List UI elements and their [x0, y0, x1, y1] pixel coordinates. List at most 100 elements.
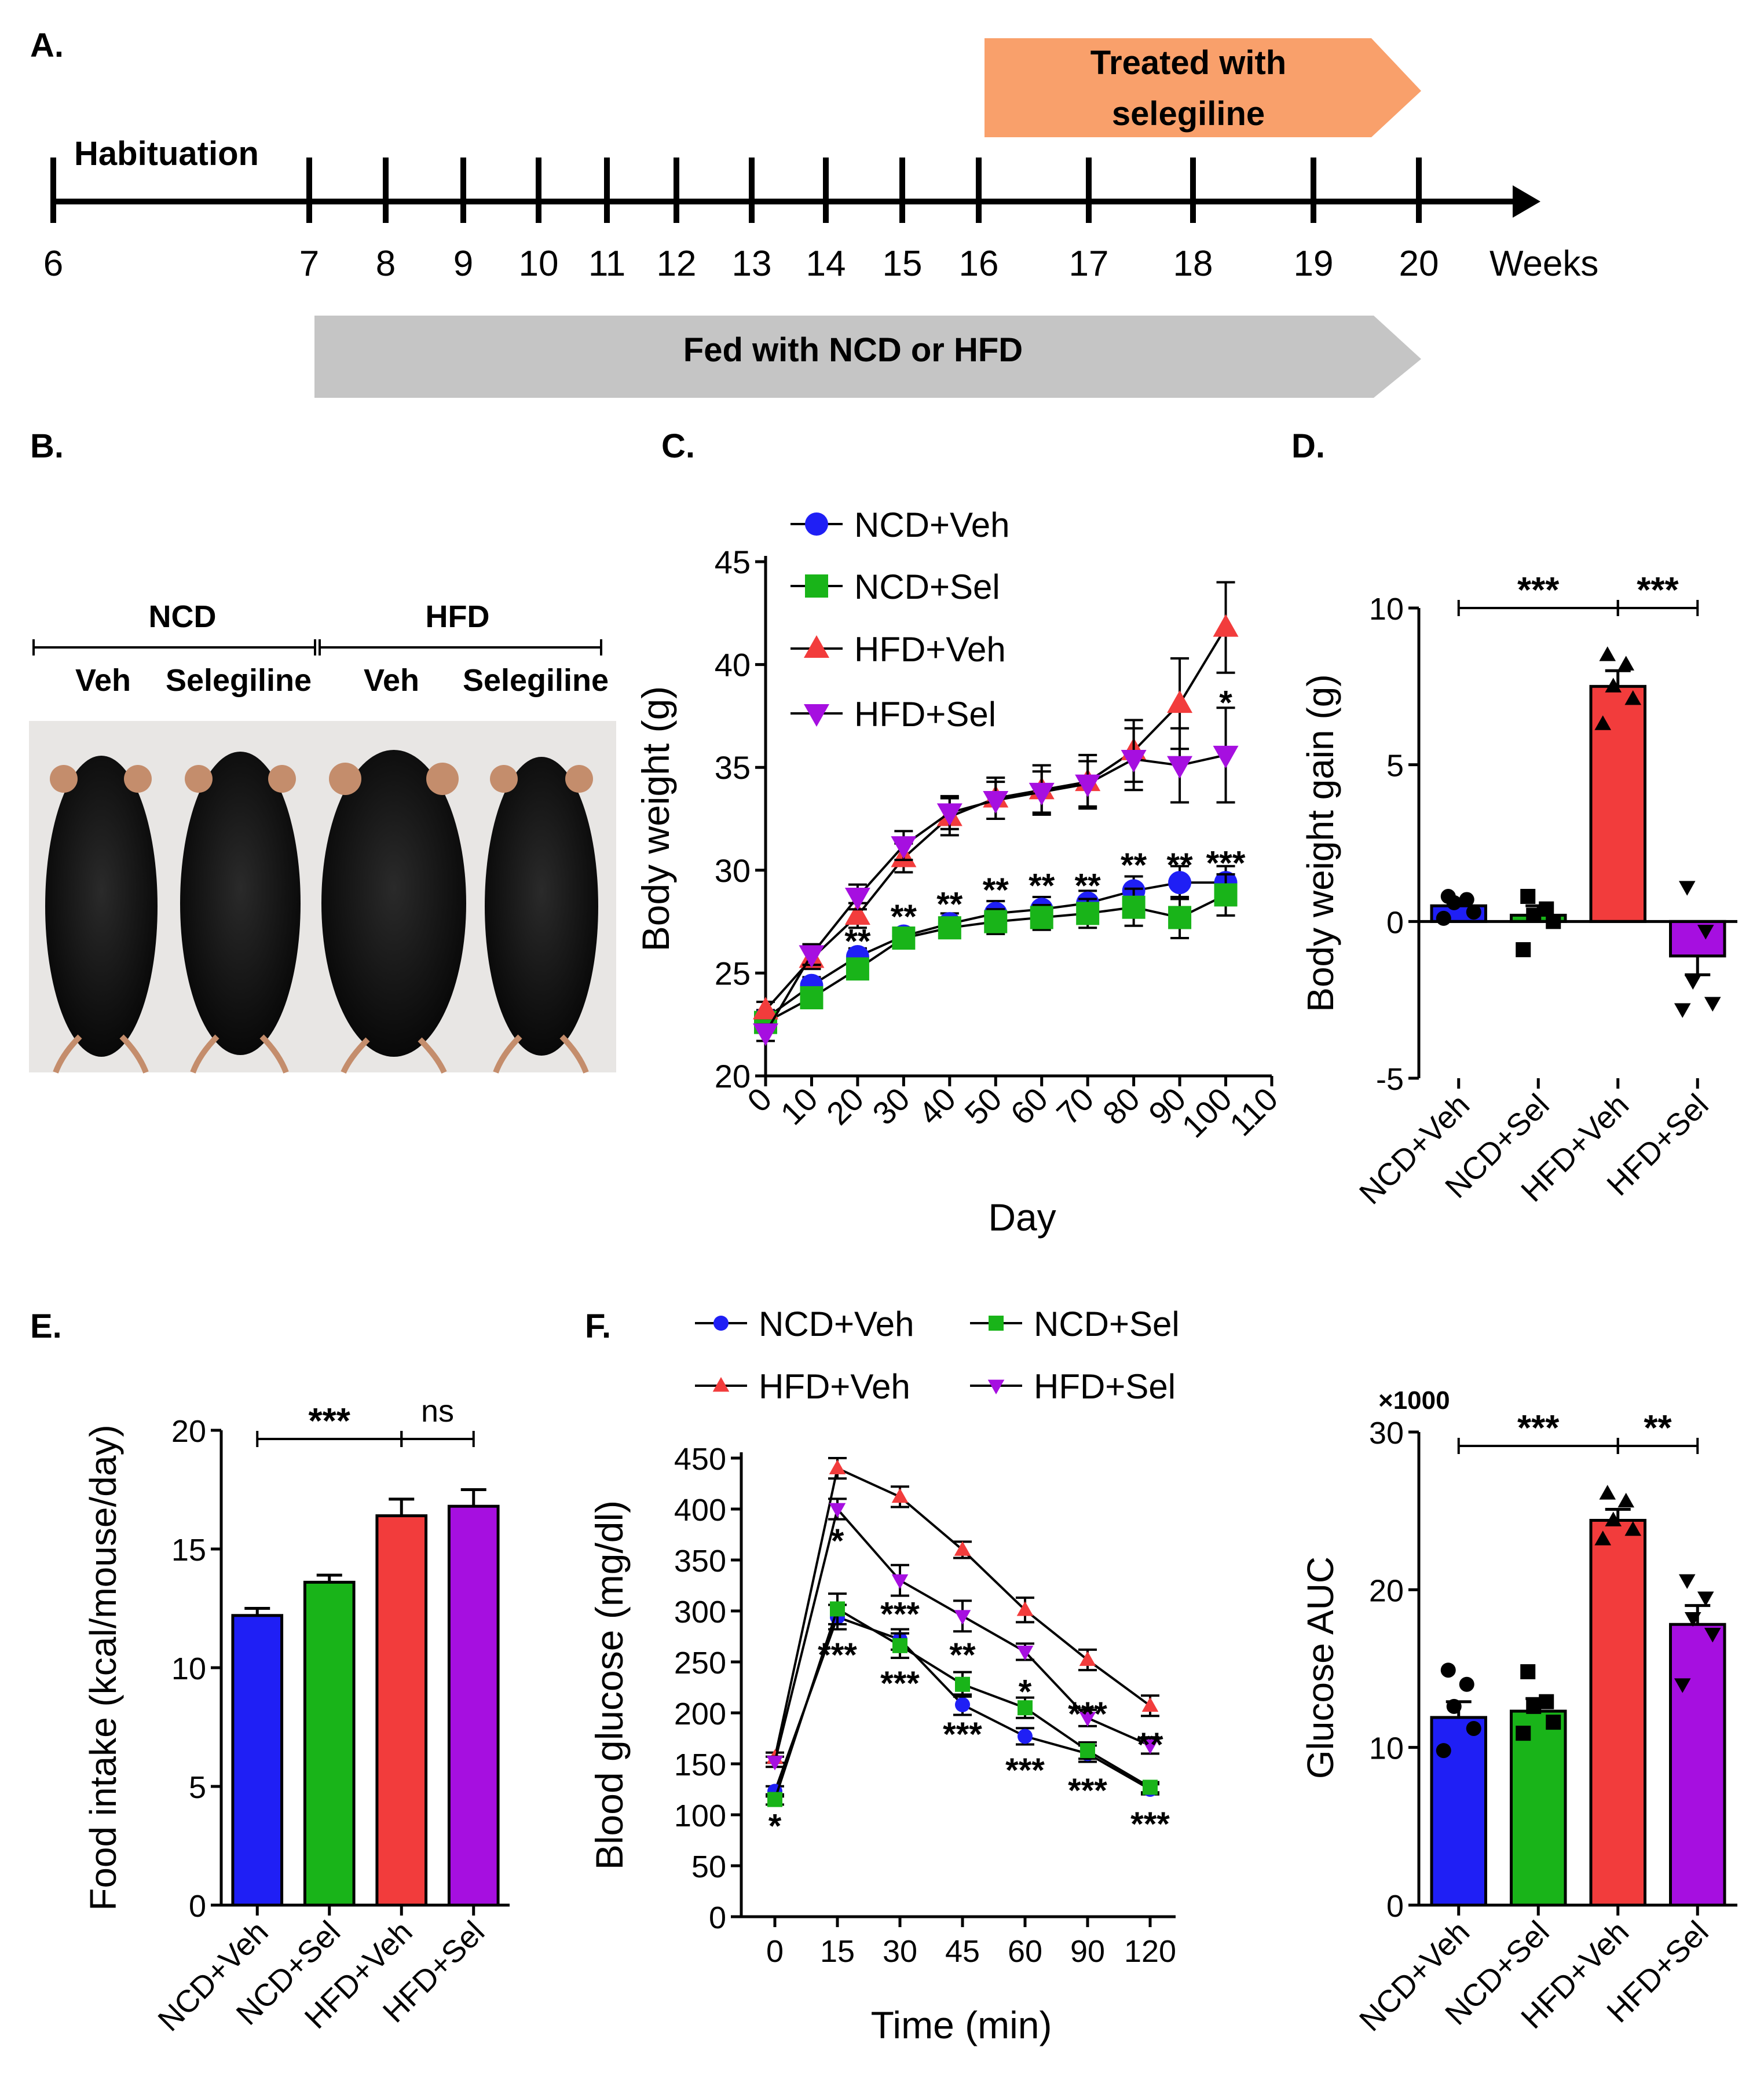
- data-point: [844, 902, 870, 925]
- bar-hfd-veh: [375, 1514, 428, 1907]
- legend-label: HFD+Veh: [854, 630, 1006, 669]
- individual-point: [1678, 881, 1696, 896]
- legend-marker: [805, 574, 828, 598]
- panel-label-e: E.: [30, 1308, 62, 1345]
- significance-marker: *: [768, 1808, 782, 1845]
- x-axis-title: Time (min): [871, 2004, 1052, 2046]
- timeline-tick-label: 15: [883, 244, 923, 284]
- y-tick-label: 45: [715, 544, 751, 580]
- significance-marker: ***: [1068, 1696, 1107, 1733]
- significance-marker: ***: [1068, 1772, 1107, 1810]
- individual-point: [1599, 646, 1616, 661]
- significance-marker: ***: [1130, 1806, 1170, 1843]
- data-point: [892, 1638, 907, 1653]
- individual-point: [1459, 892, 1474, 907]
- data-point: [766, 1756, 784, 1771]
- significance-marker: **: [844, 923, 871, 961]
- data-point: [1075, 774, 1101, 797]
- significance-marker: **: [1121, 847, 1147, 884]
- y-tick-label: 5: [189, 1770, 206, 1805]
- series-ncd-sel: [766, 1592, 1159, 1807]
- data-point: [830, 1601, 845, 1617]
- legend-marker: [804, 635, 829, 658]
- individual-point: [1459, 1676, 1474, 1692]
- significance-label: ***: [309, 1401, 351, 1441]
- bar-hfd-sel: [1669, 920, 1726, 958]
- bar-ncd-veh: [231, 1614, 284, 1907]
- timeline-tick-label: 14: [806, 244, 846, 284]
- fed-arrow: [314, 316, 1421, 398]
- data-point: [1213, 614, 1239, 637]
- treated-label-line2: selegiline: [1112, 95, 1265, 133]
- y-axis-title: Blood glucose (mg/dl): [588, 1500, 631, 1870]
- x-tick-label: 40: [912, 1081, 963, 1132]
- mouse-4-icon: [485, 757, 598, 1074]
- legend-label: NCD+Veh: [854, 506, 1009, 544]
- y-tick-label: 450: [674, 1442, 726, 1477]
- data-point: [1080, 1743, 1095, 1759]
- data-point: [892, 927, 916, 950]
- individual-point: [1697, 1591, 1714, 1606]
- photo-label-veh-1: Veh: [75, 663, 131, 698]
- individual-point: [1617, 1492, 1635, 1508]
- x-tick-label: 70: [1049, 1081, 1101, 1132]
- y-tick-label: 0: [1386, 1889, 1404, 1924]
- data-point: [1076, 902, 1100, 925]
- x-tick-label: 60: [1004, 1081, 1055, 1132]
- timeline-tick-label: 12: [657, 244, 697, 284]
- significance-label: ns: [421, 1394, 454, 1429]
- y-tick-label: 40: [715, 647, 751, 683]
- data-point: [1016, 1601, 1034, 1616]
- data-point: [891, 836, 917, 859]
- individual-point: [1605, 678, 1622, 693]
- y-scale-label: ×1000: [1378, 1386, 1450, 1415]
- individual-point: [1466, 1720, 1481, 1736]
- legend-marker: [713, 1316, 729, 1331]
- chart-body-weight: 2025303540450102030405060708090100110Day…: [634, 506, 1284, 1239]
- panel-label-a: A.: [30, 27, 64, 64]
- x-tick-label: 45: [945, 1934, 980, 1969]
- individual-point: [1599, 1485, 1616, 1500]
- legend-marker: [712, 1377, 730, 1392]
- data-point: [753, 1023, 778, 1046]
- y-tick-label: 10: [1369, 592, 1404, 627]
- mouse-1-icon: [45, 756, 158, 1074]
- significance-label: **: [1644, 1408, 1672, 1448]
- timeline-tick-label: 19: [1294, 244, 1334, 284]
- data-point: [1213, 745, 1239, 768]
- bar-hfd-veh: [1589, 684, 1646, 923]
- timeline-tick-label: 18: [1173, 244, 1213, 284]
- significance-marker: **: [1029, 867, 1055, 905]
- significance-marker: **: [1137, 1726, 1163, 1764]
- y-tick-label: 25: [715, 955, 751, 991]
- individual-point: [1516, 942, 1531, 958]
- y-axis-title: Glucose AUC: [1300, 1557, 1341, 1779]
- data-point: [984, 910, 1008, 933]
- significance-marker: **: [949, 1636, 976, 1674]
- significance-marker: ***: [880, 1596, 920, 1634]
- data-point: [1121, 749, 1147, 772]
- individual-point: [1605, 1511, 1622, 1526]
- treated-label-line1: Treated with: [1090, 44, 1286, 82]
- legend-label: HFD+Veh: [759, 1367, 910, 1406]
- x-axis-title: Day: [988, 1196, 1056, 1239]
- individual-point: [1617, 656, 1635, 671]
- panel-label-f: F.: [585, 1308, 611, 1345]
- significance-marker: *: [831, 1522, 844, 1560]
- data-point: [1018, 1729, 1033, 1744]
- data-point: [1079, 1712, 1096, 1727]
- individual-point: [1594, 715, 1612, 730]
- individual-point: [1546, 1715, 1561, 1730]
- timeline-arrowhead-icon: [1513, 185, 1540, 218]
- photo-label-sel-2: Selegiline: [463, 663, 609, 698]
- y-tick-label: 300: [674, 1595, 726, 1629]
- data-point: [954, 1541, 971, 1556]
- data-point: [846, 957, 869, 981]
- timeline-tick-label: 17: [1069, 244, 1109, 284]
- significance-marker: *: [1219, 684, 1232, 722]
- y-tick-label: 350: [674, 1544, 726, 1579]
- photo-label-sel-1: Selegiline: [166, 663, 312, 698]
- photo-group-ncd: NCD: [149, 599, 217, 634]
- bar-hfd-veh: [1589, 1519, 1646, 1907]
